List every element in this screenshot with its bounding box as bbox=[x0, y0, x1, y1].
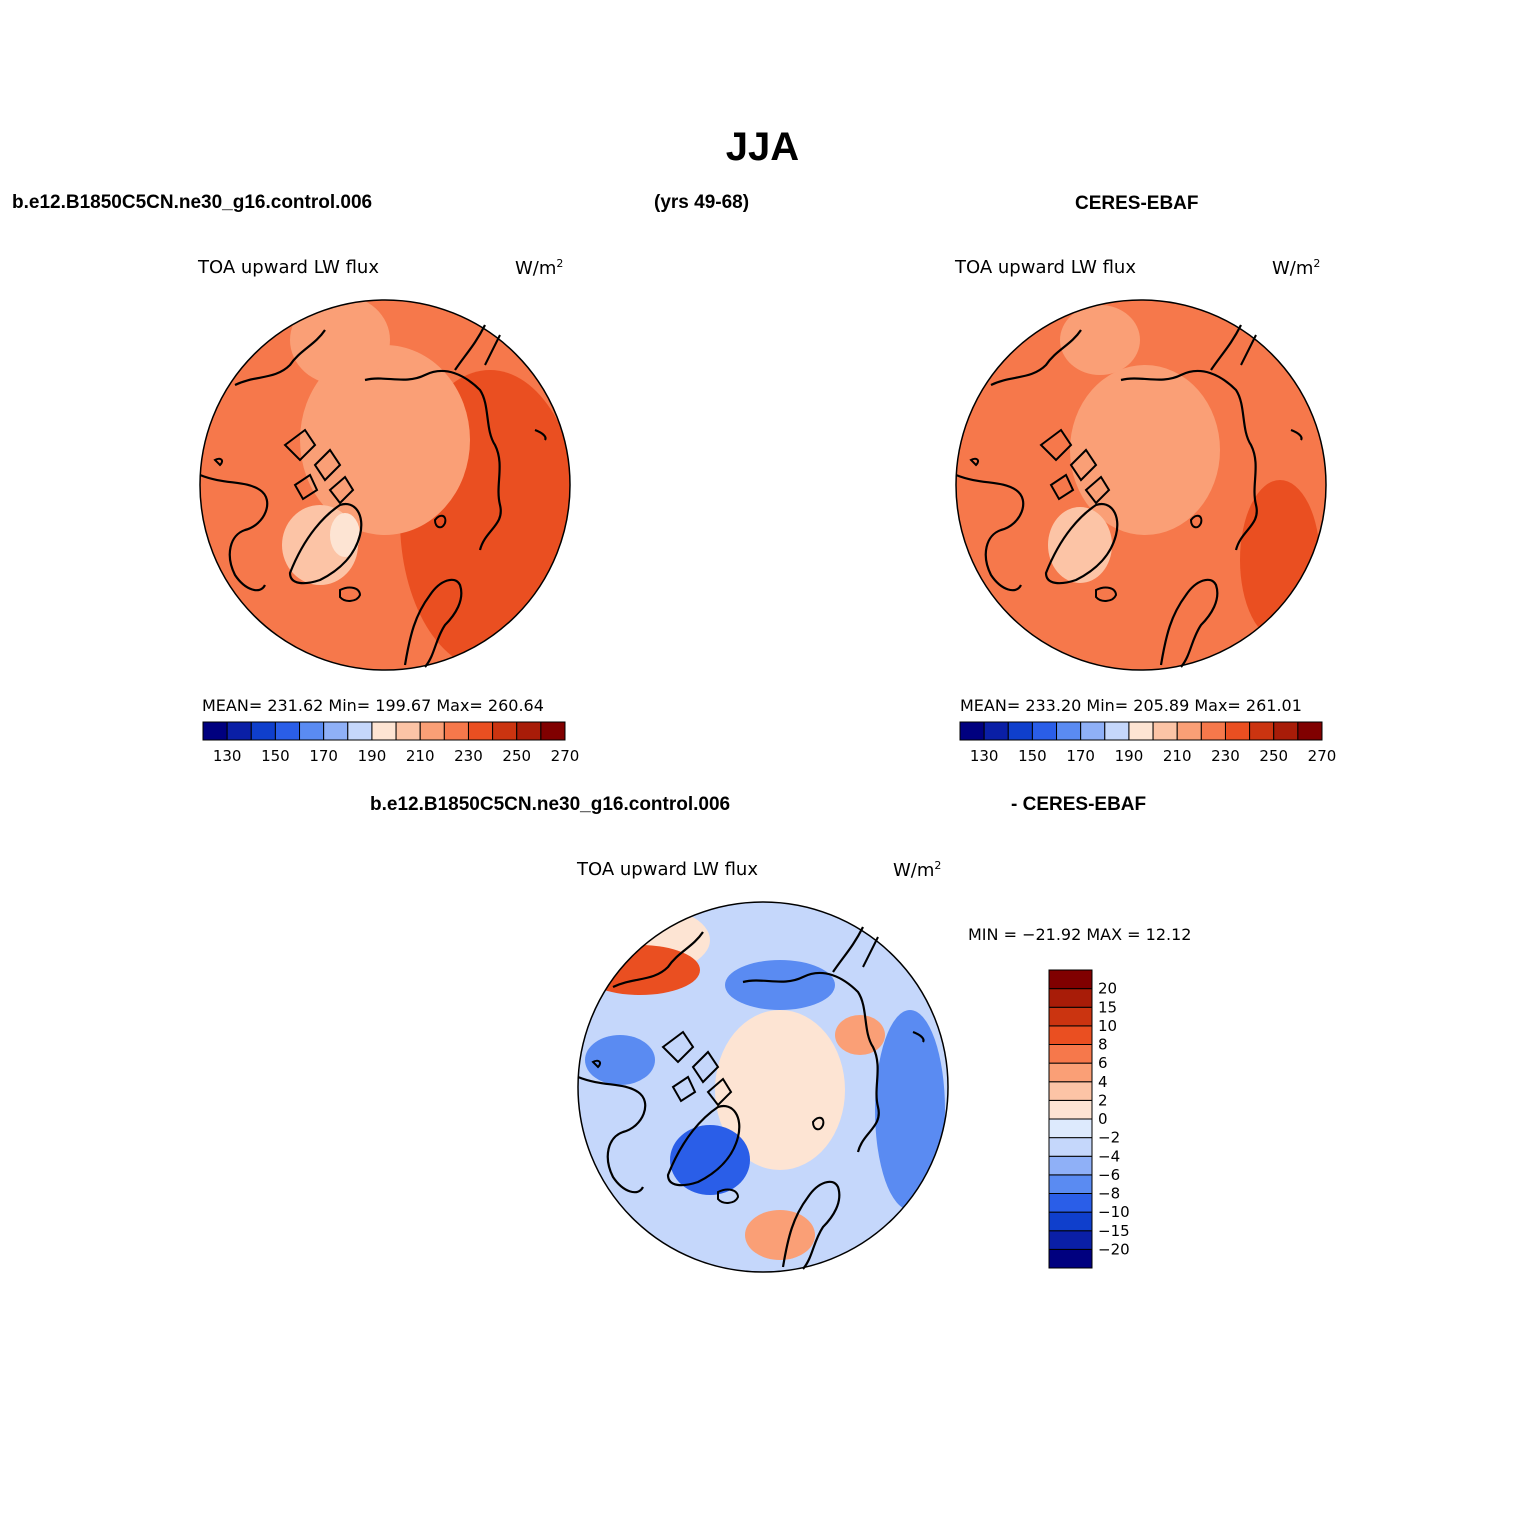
main-title: JJA bbox=[725, 125, 800, 169]
colorbar-swatch bbox=[347, 721, 373, 741]
colorbar-swatch bbox=[1048, 1099, 1093, 1120]
colorbar-tick-label: 170 bbox=[309, 747, 338, 765]
diff-stats: MIN = −21.92 MAX = 12.12 bbox=[968, 925, 1192, 944]
colorbar-tick-label: −15 bbox=[1098, 1222, 1130, 1240]
colorbar-swatch bbox=[1031, 721, 1058, 741]
colorbar-tick-label: 130 bbox=[213, 747, 242, 765]
colorbar-swatch bbox=[1056, 721, 1082, 741]
colorbar-swatch bbox=[1080, 721, 1106, 741]
model-variable-label: TOA upward LW flux bbox=[198, 257, 379, 278]
colorbar-swatch bbox=[1007, 721, 1033, 741]
colorbar-tick-label: 230 bbox=[454, 747, 483, 765]
model-units-label: W/m2 bbox=[515, 257, 564, 279]
diff-variable-label: TOA upward LW flux bbox=[577, 859, 758, 880]
colorbar-tick-label: 2 bbox=[1098, 1091, 1108, 1109]
model-stats: MEAN= 231.62 Min= 199.67 Max= 260.64 bbox=[202, 696, 544, 715]
colorbar-tick-label: 250 bbox=[1259, 747, 1288, 765]
colorbar-swatch bbox=[1048, 1211, 1093, 1232]
model-colorbar: 130 150 170 190 210 230 250 270 bbox=[202, 721, 580, 765]
colorbar-swatch bbox=[250, 721, 276, 741]
colorbar-swatch bbox=[1048, 1025, 1093, 1045]
colorbar-tick-label: 10 bbox=[1098, 1017, 1117, 1035]
colorbar-swatch bbox=[395, 721, 421, 741]
colorbar-tick-label: 230 bbox=[1211, 747, 1240, 765]
obs-name-label: CERES-EBAF bbox=[1075, 193, 1199, 214]
colorbar-swatch bbox=[274, 721, 301, 741]
colorbar-tick-label: 150 bbox=[1018, 747, 1047, 765]
colorbar-swatch bbox=[959, 721, 985, 741]
colorbar-swatch bbox=[516, 721, 542, 741]
colorbar-swatch bbox=[1273, 721, 1299, 741]
colorbar-swatch bbox=[299, 721, 325, 741]
colorbar-swatch bbox=[540, 721, 566, 741]
colorbar-swatch bbox=[1048, 1230, 1093, 1250]
colorbar-tick-label: 8 bbox=[1098, 1036, 1108, 1054]
colorbar-swatch bbox=[492, 721, 518, 741]
colorbar-swatch bbox=[1297, 721, 1323, 741]
colorbar-swatch bbox=[1128, 721, 1154, 741]
colorbar-swatch bbox=[1048, 969, 1093, 990]
colorbar-swatch bbox=[983, 721, 1009, 741]
colorbar-tick-label: −2 bbox=[1098, 1129, 1120, 1147]
obs-map bbox=[954, 299, 1327, 671]
colorbar-swatch bbox=[1200, 721, 1226, 741]
colorbar-tick-label: 0 bbox=[1098, 1110, 1108, 1128]
colorbar-swatch bbox=[1224, 721, 1251, 741]
model-case-label: b.e12.B1850C5CN.ne30_g16.control.006 bbox=[12, 192, 373, 213]
colorbar-tick-label: 210 bbox=[1163, 747, 1192, 765]
colorbar-swatch bbox=[371, 721, 397, 741]
obs-stats: MEAN= 233.20 Min= 205.89 Max= 261.01 bbox=[960, 696, 1302, 715]
colorbar-swatch bbox=[1048, 1155, 1093, 1176]
diff-model-label: b.e12.B1850C5CN.ne30_g16.control.006 bbox=[370, 794, 731, 815]
colorbar-tick-label: 210 bbox=[406, 747, 435, 765]
colorbar-tick-label: 6 bbox=[1098, 1054, 1108, 1072]
colorbar-swatch bbox=[1048, 1174, 1093, 1194]
obs-colorbar: 130 150 170 190 210 230 250 270 bbox=[959, 721, 1337, 765]
colorbar-tick-label: 15 bbox=[1098, 998, 1117, 1016]
diff-units-label: W/m2 bbox=[893, 859, 942, 881]
colorbar-swatch bbox=[1104, 721, 1130, 741]
colorbar-tick-label: 130 bbox=[970, 747, 999, 765]
colorbar-tick-label: 190 bbox=[358, 747, 387, 765]
colorbar-tick-label: −6 bbox=[1098, 1166, 1120, 1184]
colorbar-tick-label: 250 bbox=[502, 747, 531, 765]
colorbar-swatch bbox=[1048, 1006, 1093, 1027]
colorbar-tick-label: 270 bbox=[551, 747, 580, 765]
model-map bbox=[198, 299, 571, 671]
colorbar-tick-label: 190 bbox=[1115, 747, 1144, 765]
colorbar-tick-label: 4 bbox=[1098, 1073, 1108, 1091]
years-label: (yrs 49-68) bbox=[654, 192, 750, 213]
colorbar-swatch bbox=[419, 721, 445, 741]
colorbar-tick-label: 270 bbox=[1308, 747, 1337, 765]
colorbar-swatch bbox=[1176, 721, 1202, 741]
colorbar-swatch bbox=[226, 721, 252, 741]
colorbar-swatch bbox=[1048, 1081, 1093, 1101]
colorbar-swatch bbox=[1048, 988, 1093, 1008]
colorbar-tick-label: 150 bbox=[261, 747, 290, 765]
diff-map bbox=[576, 901, 949, 1273]
colorbar-tick-label: 20 bbox=[1098, 980, 1117, 998]
diff-obs-label: - CERES-EBAF bbox=[1011, 794, 1147, 815]
colorbar-swatch bbox=[1249, 721, 1275, 741]
colorbar-tick-label: −8 bbox=[1098, 1185, 1120, 1203]
obs-units-label: W/m2 bbox=[1272, 257, 1321, 279]
colorbar-swatch bbox=[1048, 1118, 1093, 1139]
obs-variable-label: TOA upward LW flux bbox=[955, 257, 1136, 278]
colorbar-swatch bbox=[323, 721, 349, 741]
colorbar-swatch bbox=[467, 721, 494, 741]
colorbar-swatch bbox=[1048, 1137, 1093, 1157]
colorbar-tick-label: −4 bbox=[1098, 1147, 1120, 1165]
colorbar-tick-label: 170 bbox=[1066, 747, 1095, 765]
colorbar-swatch bbox=[1048, 1062, 1093, 1083]
colorbar-swatch bbox=[1152, 721, 1178, 741]
colorbar-swatch bbox=[202, 721, 228, 741]
colorbar-swatch bbox=[443, 721, 469, 741]
colorbar-tick-label: −20 bbox=[1098, 1240, 1130, 1258]
colorbar-swatch bbox=[1048, 1044, 1093, 1064]
colorbar-tick-label: −10 bbox=[1098, 1203, 1130, 1221]
colorbar-swatch bbox=[1048, 1248, 1093, 1269]
colorbar-swatch bbox=[1048, 1193, 1093, 1213]
